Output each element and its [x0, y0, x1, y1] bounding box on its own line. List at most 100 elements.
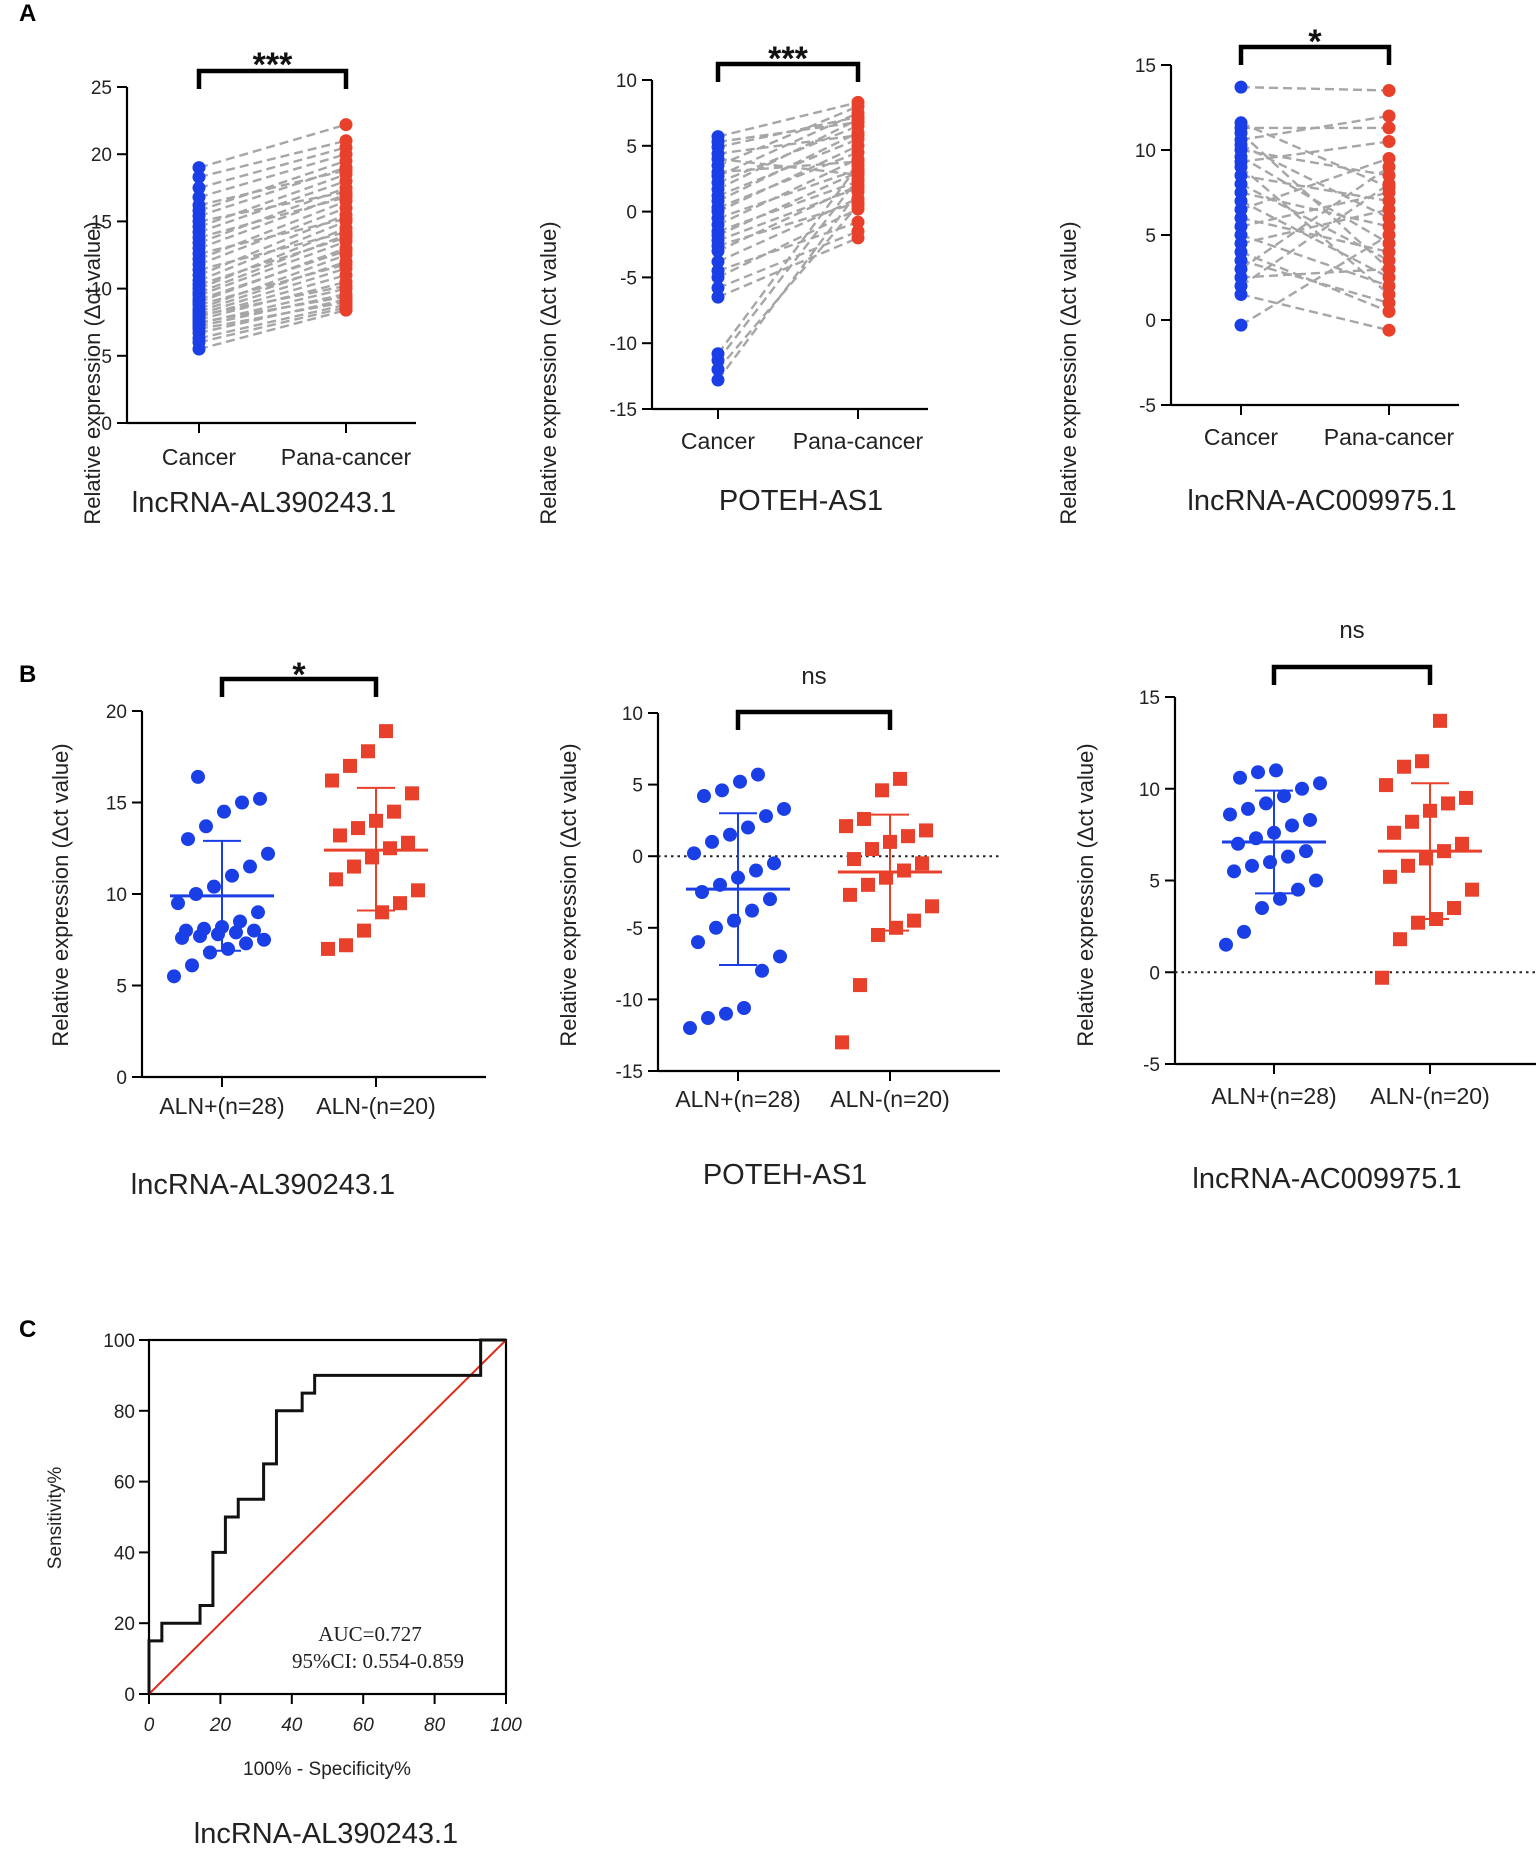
pair-line [198, 306, 347, 344]
aln-positive-point [691, 935, 705, 950]
aln-positive-point [1295, 781, 1309, 796]
pair-line [1240, 157, 1390, 211]
aln-negative-point [843, 887, 857, 902]
aln-positive-point [1223, 807, 1237, 822]
x-tick-label: 80 [424, 1715, 446, 1736]
aln-negative-point [889, 920, 903, 935]
pair-line [1240, 233, 1390, 327]
pair-line [717, 191, 859, 381]
y-axis-label: Relative expression (Δct value) [48, 743, 73, 1046]
aln-positive-point [235, 795, 249, 810]
pana-cancer-point [1382, 121, 1396, 135]
pair-line [198, 303, 347, 340]
pana-cancer-point [851, 195, 865, 209]
aln-negative-point [339, 938, 353, 953]
gene-label: lncRNA-AL390243.1 [194, 1818, 458, 1850]
aln-negative-point [361, 744, 375, 759]
y-tick-label: 20 [114, 1614, 135, 1635]
aln-positive-point [1259, 796, 1273, 811]
pair-line [198, 308, 347, 351]
aln-positive-point [749, 863, 763, 878]
pair-line [198, 295, 347, 324]
pair-line [1240, 191, 1390, 228]
paired-lines [198, 123, 347, 351]
pair-line [717, 171, 859, 237]
aln-positive-point [705, 834, 719, 849]
pana-cancer-point [339, 279, 353, 293]
aln-positive-point [759, 809, 773, 824]
pair-line [717, 124, 859, 184]
pana-cancer-point [339, 225, 353, 239]
pair-line [717, 220, 859, 272]
pair-line [717, 151, 859, 209]
pana-cancer-point [1382, 169, 1396, 182]
pair-line [1240, 174, 1390, 203]
y-tick-label: 0 [626, 203, 637, 224]
aln-negative-point [401, 835, 415, 850]
x-tick-label: 60 [353, 1715, 375, 1736]
aln-negative-point [1383, 869, 1397, 884]
pair-line [717, 101, 859, 138]
pair-line [717, 105, 859, 167]
pair-line [1240, 140, 1390, 164]
y-tick-label: 0 [1149, 963, 1160, 984]
aln-positive-point [1291, 882, 1305, 897]
pair-line [1240, 259, 1390, 305]
aln-positive-point [1255, 901, 1269, 916]
aln-positive-point [1299, 844, 1313, 859]
x-category-label: ALN+(n=28) [675, 1086, 800, 1112]
pair-line [198, 196, 347, 239]
y-tick-label: 10 [1135, 141, 1156, 162]
pana-cancer-point [1382, 262, 1396, 276]
aln-negative-point [1375, 970, 1389, 985]
aln-positive-point [697, 789, 711, 804]
cancer-point [711, 255, 725, 269]
pana-cancer-point [851, 128, 865, 142]
aln-positive-point [181, 832, 195, 847]
pana-cancer-point [339, 212, 353, 226]
y-tick-label: 0 [124, 1685, 135, 1706]
y-tick-label: 25 [91, 78, 112, 99]
roc-curve [147, 1338, 506, 1694]
pana-cancer-point [851, 224, 865, 238]
aln-positive-point [719, 1006, 733, 1021]
pair-line [198, 267, 347, 316]
aln-positive-point [1241, 801, 1255, 816]
aln-negative-point [387, 804, 401, 819]
aln-negative-point [835, 1035, 849, 1050]
pana-cancer-point [1382, 180, 1396, 194]
y-tick-label: 10 [106, 885, 127, 906]
aln-negative-point [1411, 915, 1425, 930]
x-category-label: ALN-(n=20) [1370, 1083, 1490, 1109]
significance-bracket [196, 68, 349, 89]
y-axis-label: Relative expression (Δct value) [80, 221, 105, 524]
pair-line [198, 159, 347, 212]
aln-negative-point [1397, 759, 1411, 774]
pair-line [717, 197, 859, 263]
cancer-point [1234, 318, 1248, 332]
y-tick-label: 5 [632, 776, 643, 797]
aln-positive-point [1303, 812, 1317, 827]
pair-line [1240, 85, 1390, 92]
gene-label: lncRNA-AC009975.1 [1187, 485, 1456, 517]
ci-annotation: 95%CI: 0.554-0.859 [292, 1649, 464, 1673]
significance-bracket [219, 676, 379, 697]
cancer-point [711, 373, 725, 387]
pair-line [717, 184, 859, 253]
x-tick-label: 40 [281, 1715, 303, 1736]
aln-positive-point [197, 921, 211, 936]
pana-cancer-point [1382, 109, 1396, 123]
pair-line [198, 240, 347, 297]
cancer-point [711, 347, 725, 361]
y-tick-label: 10 [91, 280, 112, 301]
aln-negative-point [1455, 836, 1469, 851]
pair-line [198, 123, 347, 169]
x-category-label: Cancer [162, 444, 236, 470]
pair-line [717, 204, 859, 371]
aln-negative-point [1441, 796, 1455, 811]
pair-line [717, 144, 859, 213]
aln-negative-point [893, 771, 907, 786]
aln-positive-point [199, 819, 213, 834]
y-axis-label: Sensitivity% [45, 1467, 66, 1570]
aln-positive-point [723, 827, 737, 842]
